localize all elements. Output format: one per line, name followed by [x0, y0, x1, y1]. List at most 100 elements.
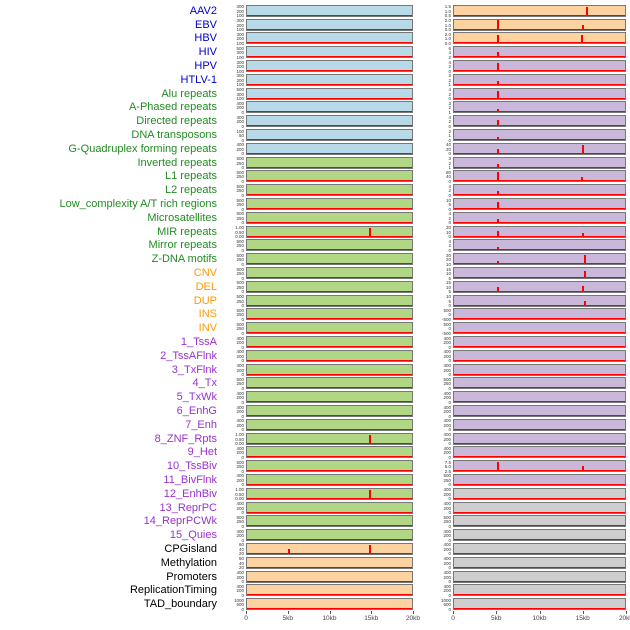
y-tick-label: 0 — [241, 579, 244, 585]
profile-baseline — [247, 428, 412, 430]
y-tick-label: 0 — [241, 510, 244, 516]
y-tick-label: 250 — [236, 464, 244, 470]
y-tick-label: 0 — [448, 482, 451, 488]
y-tick-label: 200 — [236, 353, 244, 359]
right-profile-panel — [453, 446, 626, 459]
left-y-axis-ticks: 400 200 0 — [220, 363, 246, 377]
y-tick-label: 50 — [238, 133, 244, 139]
right-profile-panel — [453, 515, 626, 528]
y-tick-label: 0.50 — [235, 436, 244, 442]
y-tick-label: 500 — [236, 183, 244, 189]
profile-baseline — [247, 594, 412, 596]
x-axis-tick-spacer-left — [220, 611, 246, 622]
y-tick-label: 400 — [443, 445, 451, 451]
left-profile-panel — [246, 156, 413, 169]
profile-baseline — [247, 566, 412, 568]
y-tick-label: 500 — [443, 376, 451, 382]
y-tick-label: 0 — [448, 206, 451, 212]
y-tick-label: 400 — [236, 363, 244, 369]
y-tick-label: 0 — [448, 96, 451, 102]
track-row: MIR repeats 1.00 0.50 0.00 20 10 0 — [0, 225, 630, 239]
y-tick-label: 200 — [443, 546, 451, 552]
left-profile-panel — [246, 336, 413, 349]
track-label: 1_TssA — [180, 336, 217, 349]
y-tick-label: 0 — [448, 68, 451, 74]
profile-baseline — [247, 304, 412, 306]
left-y-axis-ticks: 500 250 0 — [220, 377, 246, 390]
y-tick-label: 400 — [236, 390, 244, 396]
y-tick-label: 0 — [241, 330, 244, 336]
y-tick-label: 250 — [236, 202, 244, 208]
profile-baseline — [454, 401, 625, 403]
y-tick-label: 400 — [443, 583, 451, 589]
profile-baseline — [454, 56, 625, 58]
profile-baseline — [454, 332, 625, 334]
y-tick-label: 5.0 — [444, 464, 451, 470]
left-profile-panel — [246, 101, 413, 114]
track-row: CNV 500 250 0 15 10 5 — [0, 266, 630, 280]
track-row: 6_EnhG 400 200 0 400 200 0 — [0, 404, 630, 418]
profile-baseline — [454, 318, 625, 320]
y-tick-label: 200 — [236, 422, 244, 428]
left-y-axis-ticks: 100 50 0 — [220, 129, 246, 142]
y-tick-label: 250 — [236, 326, 244, 332]
track-label: 12_EnhBiv — [163, 487, 217, 500]
right-profile-panel — [453, 142, 626, 155]
track-label: CNV — [193, 267, 217, 280]
y-tick-label: 400 — [236, 114, 244, 120]
y-tick-label: 300 — [236, 50, 244, 56]
left-profile-panel — [246, 542, 413, 555]
profile-baseline — [454, 608, 625, 610]
y-tick-label: 0.0 — [444, 40, 451, 46]
y-tick-label: 0 — [241, 303, 244, 309]
left-profile-panel — [246, 501, 413, 514]
profile-baseline — [247, 332, 412, 334]
track-row: INS 500 250 0 500 0 -500 — [0, 308, 630, 321]
y-tick-label: 1.5 — [444, 4, 451, 10]
profile-baseline — [247, 401, 412, 403]
y-tick-label: 100 — [236, 13, 244, 19]
right-profile-panel — [453, 184, 626, 197]
right-profile-panel — [453, 501, 626, 514]
left-y-axis-ticks: 500 250 0 — [220, 322, 246, 336]
y-tick-label: 200 — [236, 119, 244, 125]
y-tick-label: 0.50 — [235, 491, 244, 497]
profile-baseline — [454, 442, 625, 444]
y-tick-label: 0 — [241, 413, 244, 419]
profile-baseline — [247, 235, 412, 237]
track-row: Microsatellites 500 250 0 4 2 0 — [0, 211, 630, 225]
enrichment-spike — [369, 490, 372, 499]
track-label: 15_Quies — [169, 529, 217, 542]
left-y-axis-ticks: 300 200 100 — [220, 60, 246, 73]
profile-baseline — [454, 456, 625, 458]
track-label: 3_TxFlnk — [171, 363, 217, 376]
enrichment-spike — [496, 149, 499, 154]
y-tick-label: 10 — [445, 271, 451, 277]
profile-baseline — [247, 194, 412, 196]
track-row: 12_EnhBiv 1.00 0.50 0.00 400 200 0 — [0, 487, 630, 501]
right-profile-panel — [453, 18, 626, 31]
right-profile-panel — [453, 115, 626, 128]
y-tick-label: 200 — [236, 340, 244, 346]
profile-baseline — [247, 442, 412, 444]
right-y-axis-ticks: 1000 500 0 — [413, 598, 453, 611]
profile-baseline — [454, 277, 625, 279]
right-profile-panel — [453, 267, 626, 280]
x-tick-mark — [539, 611, 541, 615]
left-y-axis-ticks: 400 200 0 — [220, 571, 246, 585]
left-y-axis-ticks: 500 250 0 — [220, 183, 246, 197]
enrichment-spike — [582, 24, 585, 30]
right-y-axis-ticks: 400 200 0 — [413, 557, 453, 570]
track-label: Z-DNA motifs — [151, 253, 217, 266]
left-profile-panel — [246, 363, 413, 376]
profile-baseline — [454, 208, 625, 210]
rows-container: AAV2 300 200 100 1.5 1.0 0.5 EBV 300 200 100 2.0 1.0… — [0, 4, 630, 611]
profile-baseline — [247, 387, 412, 389]
left-y-axis-ticks: 400 200 0 — [220, 143, 246, 156]
y-tick-label: 0 — [241, 289, 244, 295]
y-tick-label: 0 — [448, 358, 451, 364]
right-profile-panel — [453, 73, 626, 86]
